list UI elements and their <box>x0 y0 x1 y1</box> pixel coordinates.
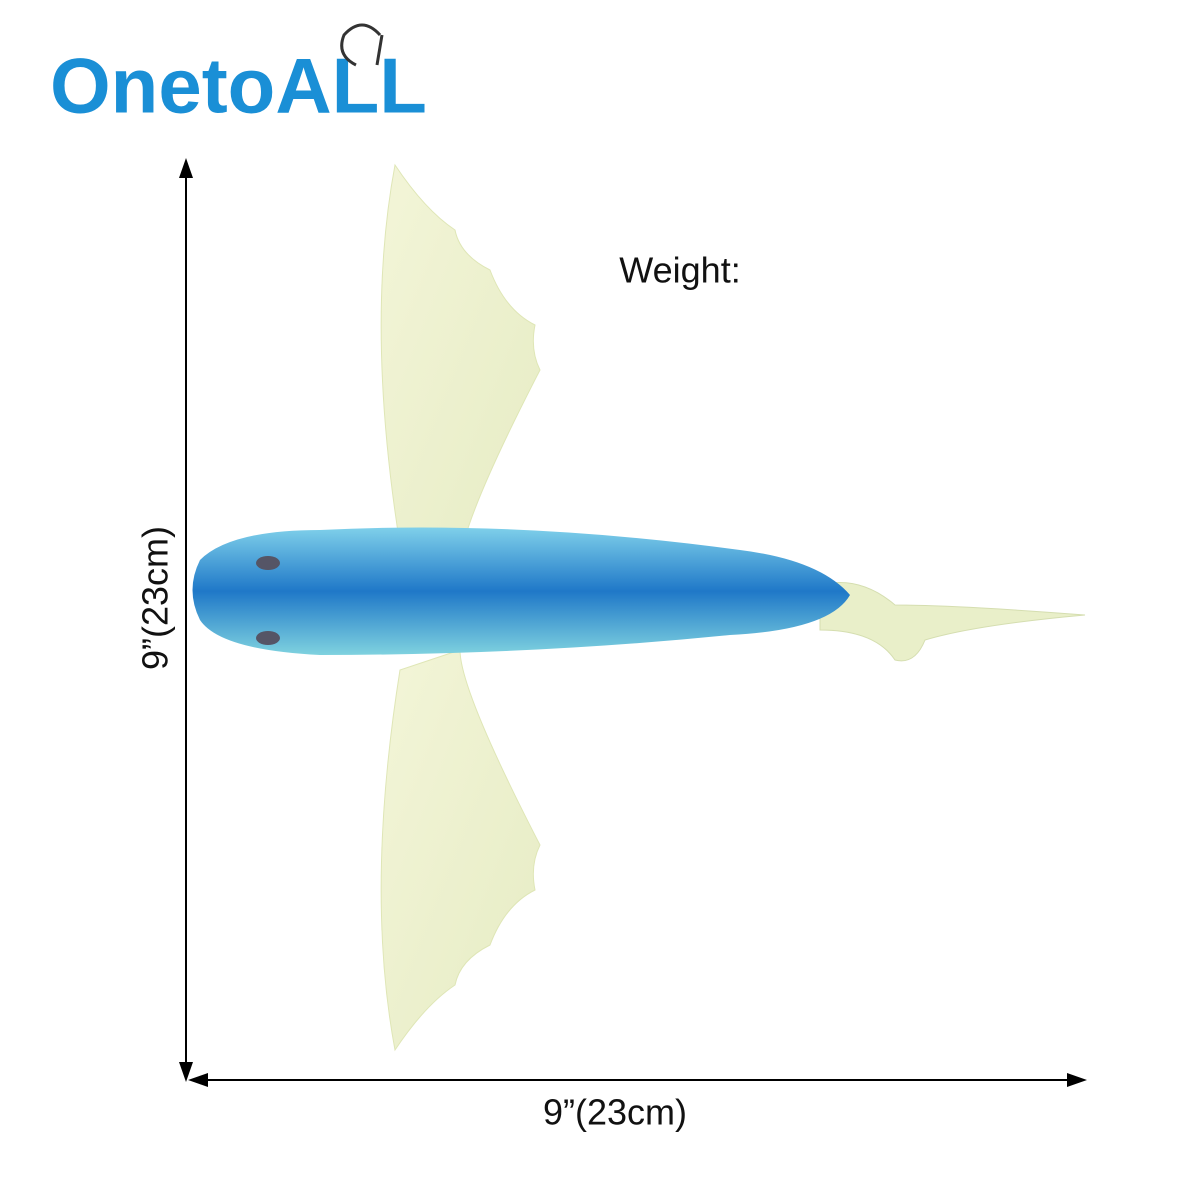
tail <box>819 582 1086 662</box>
lower-wing <box>380 649 541 1052</box>
logo: OnetoALL <box>50 42 427 130</box>
eye <box>256 631 280 645</box>
fish-body <box>192 527 850 655</box>
eye <box>256 556 280 570</box>
height-label: 9”(23cm) <box>135 526 176 670</box>
width-label: 9”(23cm) <box>543 1092 687 1133</box>
weight-label: Weight: <box>619 250 740 291</box>
upper-wing <box>380 163 541 566</box>
dimension-arrows <box>179 158 1087 1087</box>
logo-hook <box>340 23 384 67</box>
